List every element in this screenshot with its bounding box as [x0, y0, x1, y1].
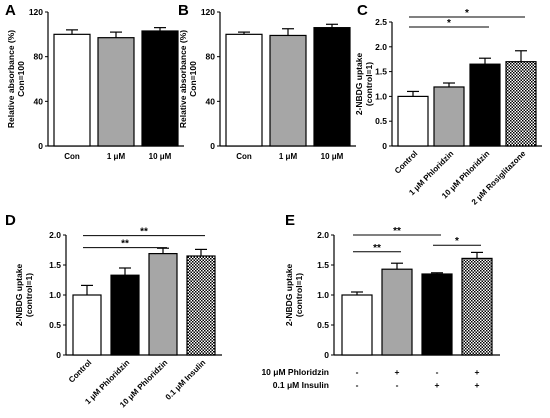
panel-b: B 0 40 80 120 Relative absorbance (%) Con=100 C… [178, 2, 356, 161]
y-axis-label: Relative absorbance (%) [178, 30, 188, 128]
bar [313, 27, 351, 147]
bar [141, 30, 179, 147]
x-tick-label: 10 μM [149, 152, 172, 161]
y-tick-label: 1.5 [375, 67, 387, 77]
y-tick-label: 2.0 [375, 42, 387, 52]
condition-label: 0.1 μM Insulin [273, 380, 329, 390]
bar [505, 61, 537, 147]
x-tick-label: Control [67, 358, 93, 384]
bar [72, 294, 102, 356]
y-tick-label: 0 [38, 141, 43, 151]
y-axis-label: (control=1) [364, 62, 374, 106]
x-tick-label: Con [236, 152, 252, 161]
y-tick-label: 1.0 [375, 91, 387, 101]
y-tick-label: 0 [382, 141, 387, 151]
y-axis-label: Con=100 [188, 61, 198, 97]
y-axis-label: (control=1) [294, 273, 304, 317]
y-axis-label: Relative absorbance (%) [6, 30, 16, 128]
significance-label: ** [140, 227, 148, 238]
y-tick-label: 2.5 [375, 17, 387, 27]
y-tick-label: 1.0 [317, 290, 329, 300]
bar [469, 63, 501, 147]
bar [97, 37, 135, 147]
bar [148, 253, 178, 356]
y-tick-label: 1.5 [317, 260, 329, 270]
bar [186, 255, 216, 356]
panel-e: E00.51.01.52.02-NBDG uptake (control=1)**… [261, 212, 500, 390]
bar [421, 273, 453, 356]
x-tick-label: 0.1 μM Insulin [164, 358, 208, 402]
panel-d: D 0 0.5 1.0 1.5 2.0 2-NBDG uptake (control=1) Co… [5, 212, 222, 409]
x-tick-label: 1 μM [279, 152, 298, 161]
panel-c: C 0 0.5 1.0 1.5 2.0 2.5 2-NBDG uptake (control=1… [354, 2, 542, 207]
condition-mark: + [475, 367, 480, 377]
significance-label: * [455, 236, 459, 247]
panel-a: A 0 40 80 120 Relative absorbance (%) Con=100 C… [5, 2, 184, 161]
significance-label: * [465, 8, 469, 19]
y-tick-label: 0 [324, 350, 329, 360]
panel-label: E [285, 212, 295, 229]
y-axis-label: (control=1) [24, 273, 34, 317]
x-tick-label: Con [64, 152, 80, 161]
y-tick-label: 0.5 [49, 320, 61, 330]
x-tick-label: Control [393, 149, 419, 175]
bar [461, 257, 493, 356]
condition-mark: + [395, 367, 400, 377]
y-tick-label: 120 [201, 7, 215, 17]
y-tick-label: 1.0 [49, 290, 61, 300]
bar [53, 33, 91, 147]
y-axis-label: 2-NBDG uptake [354, 53, 364, 116]
y-tick-label: 40 [206, 96, 216, 106]
condition-mark: - [356, 367, 359, 377]
panel-label: D [5, 212, 16, 229]
significance-label: ** [373, 243, 381, 254]
significance-label: ** [393, 226, 401, 237]
bar [269, 34, 307, 147]
y-tick-label: 0.5 [375, 116, 387, 126]
bar [433, 86, 465, 147]
y-tick-label: 2.0 [49, 230, 61, 240]
condition-mark: + [435, 380, 440, 390]
significance-label: * [447, 18, 451, 29]
bar [397, 95, 429, 147]
y-axis-label: 2-NBDG uptake [14, 264, 24, 327]
y-tick-label: 0.5 [317, 320, 329, 330]
condition-label: 10 μM Phloridzin [261, 367, 329, 377]
y-tick-label: 80 [34, 52, 44, 62]
bar [225, 33, 263, 147]
bar [341, 294, 373, 356]
panel-label: B [178, 2, 189, 19]
x-tick-label: 10 μM [321, 152, 344, 161]
y-tick-label: 40 [34, 96, 44, 106]
significance-label: ** [121, 239, 129, 250]
y-tick-label: 2.0 [317, 230, 329, 240]
y-tick-label: 0 [56, 350, 61, 360]
condition-mark: - [396, 380, 399, 390]
y-axis-label: Con=100 [16, 61, 26, 97]
x-tick-label: 1 μM [107, 152, 126, 161]
y-tick-label: 1.5 [49, 260, 61, 270]
y-axis-label: 2-NBDG uptake [284, 264, 294, 327]
condition-mark: + [475, 380, 480, 390]
bar [381, 268, 413, 356]
y-tick-label: 120 [29, 7, 43, 17]
condition-mark: - [436, 367, 439, 377]
y-tick-label: 0 [210, 141, 215, 151]
condition-mark: - [356, 380, 359, 390]
y-tick-label: 80 [206, 52, 216, 62]
panel-label: C [357, 2, 368, 19]
bar [110, 274, 140, 356]
panel-label: A [5, 2, 16, 19]
